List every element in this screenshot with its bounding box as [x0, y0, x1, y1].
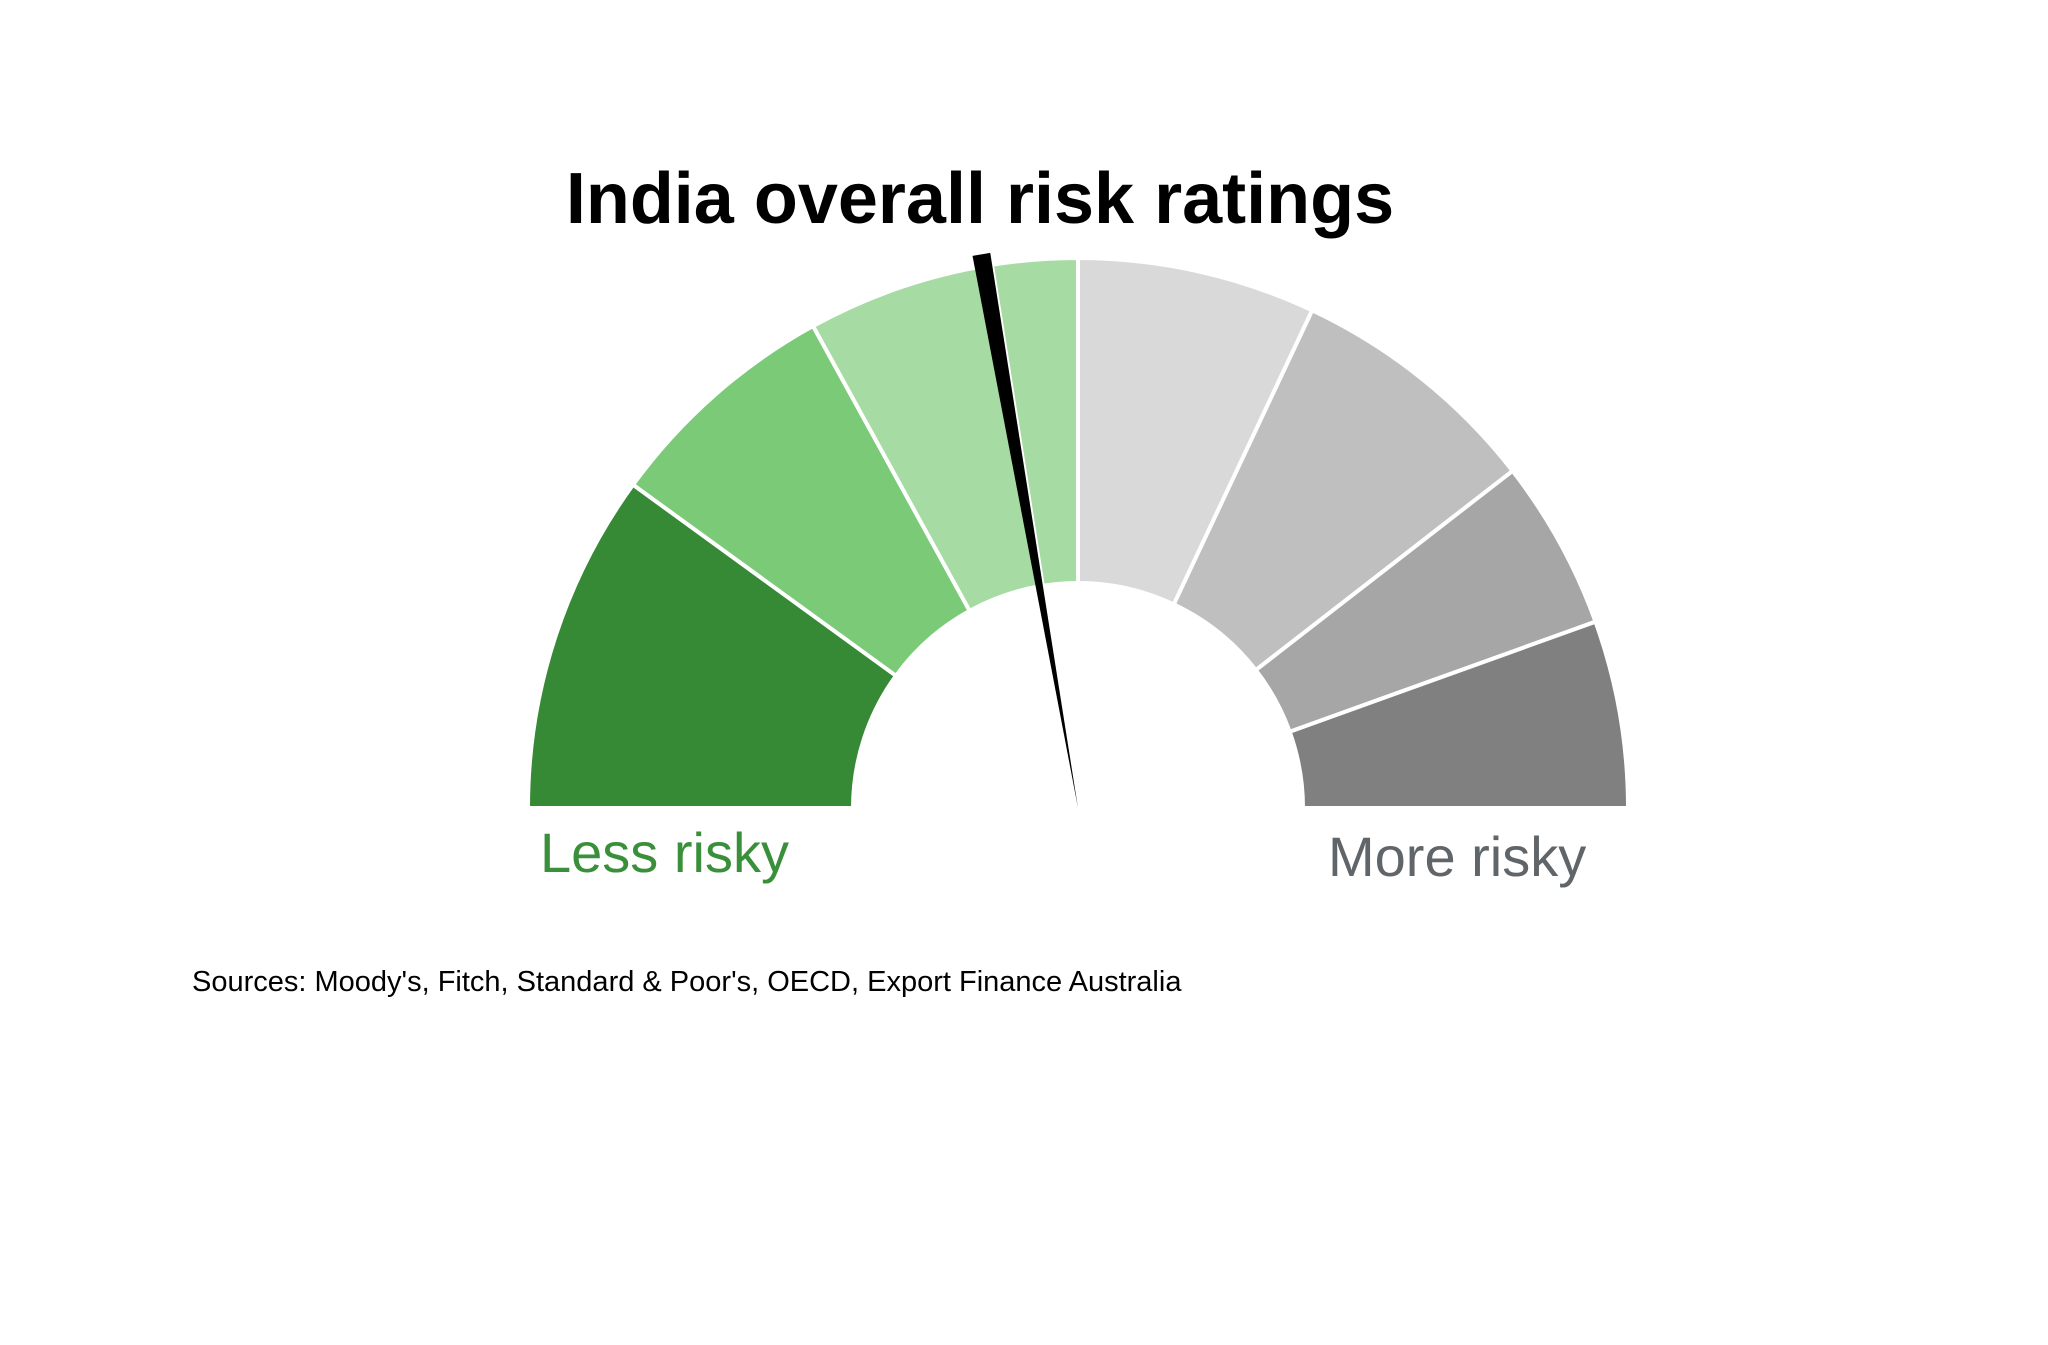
gauge-band-2	[630, 323, 973, 679]
sources-note: Sources: Moody's, Fitch, Standard & Poor…	[192, 966, 1182, 998]
gauge-bands	[525, 255, 1631, 810]
gauge-needle-group	[972, 252, 1078, 809]
gauge-needle	[972, 252, 1078, 809]
gauge-band-8	[1287, 619, 1631, 810]
gauge-band-1	[525, 481, 899, 810]
more-risky-label: More risky	[1328, 825, 1587, 888]
less-risky-label: Less risky	[540, 821, 789, 884]
chart-title: India overall risk ratings	[565, 159, 1395, 239]
gauge-band-5	[1076, 255, 1315, 608]
gauge-band-6	[1171, 307, 1516, 673]
